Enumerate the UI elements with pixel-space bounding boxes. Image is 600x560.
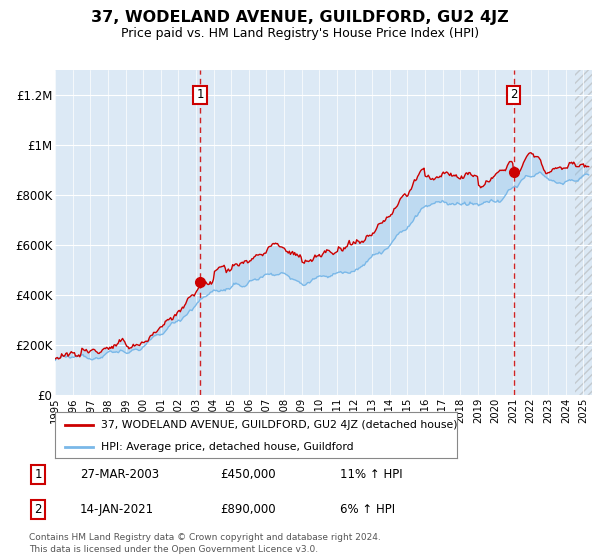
Text: 27-MAR-2003: 27-MAR-2003 bbox=[80, 468, 159, 481]
Text: 1: 1 bbox=[196, 88, 204, 101]
Text: 37, WODELAND AVENUE, GUILDFORD, GU2 4JZ: 37, WODELAND AVENUE, GUILDFORD, GU2 4JZ bbox=[91, 10, 509, 25]
Text: 2: 2 bbox=[34, 503, 42, 516]
Text: 6% ↑ HPI: 6% ↑ HPI bbox=[340, 503, 395, 516]
Text: 37, WODELAND AVENUE, GUILDFORD, GU2 4JZ (detached house): 37, WODELAND AVENUE, GUILDFORD, GU2 4JZ … bbox=[101, 420, 458, 430]
Text: 1: 1 bbox=[34, 468, 42, 481]
Text: £450,000: £450,000 bbox=[220, 468, 275, 481]
Text: 14-JAN-2021: 14-JAN-2021 bbox=[80, 503, 154, 516]
Text: HPI: Average price, detached house, Guildford: HPI: Average price, detached house, Guil… bbox=[101, 442, 354, 451]
Text: £890,000: £890,000 bbox=[220, 503, 275, 516]
Text: 11% ↑ HPI: 11% ↑ HPI bbox=[340, 468, 403, 481]
Text: 2: 2 bbox=[510, 88, 517, 101]
Text: Contains HM Land Registry data © Crown copyright and database right 2024.
This d: Contains HM Land Registry data © Crown c… bbox=[29, 533, 380, 554]
Text: Price paid vs. HM Land Registry's House Price Index (HPI): Price paid vs. HM Land Registry's House … bbox=[121, 27, 479, 40]
